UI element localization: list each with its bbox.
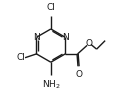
- Text: Cl: Cl: [16, 53, 25, 62]
- Text: O: O: [86, 39, 93, 48]
- Text: O: O: [75, 70, 82, 79]
- Text: N: N: [62, 33, 69, 42]
- Text: Cl: Cl: [46, 3, 55, 12]
- Text: NH$_2$: NH$_2$: [42, 78, 60, 91]
- Text: N: N: [33, 33, 40, 42]
